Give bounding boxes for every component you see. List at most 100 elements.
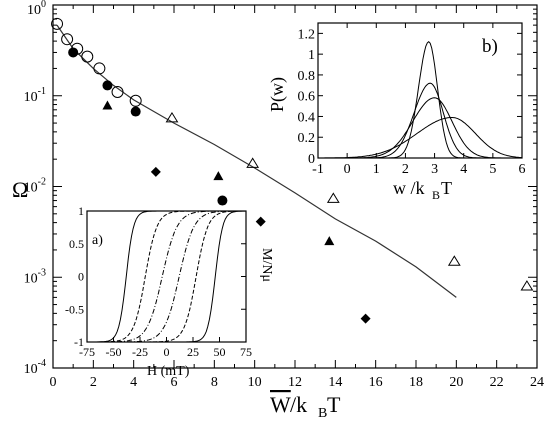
main-xtick-label: 0 <box>50 375 57 390</box>
main-xtick-label: 22 <box>490 375 504 390</box>
inset-b-xlabel-sub: B <box>432 188 440 202</box>
filled-triangle-marker <box>324 236 335 246</box>
main-ytick-label: 10-3 <box>24 267 46 286</box>
inset-b-xtick-label: 1 <box>373 162 380 177</box>
svg-text:w /k: w /k <box>393 178 425 198</box>
main-xtick-label: 14 <box>328 375 342 390</box>
main-fit-curve <box>56 24 457 298</box>
fit-curve-line <box>56 24 457 298</box>
inset-a-xtick-label: 25 <box>187 345 199 359</box>
inset-b-ytick-label: 1 <box>308 48 315 63</box>
main-ytick-label: 10-2 <box>24 177 46 196</box>
main-xtick-label: 10 <box>248 375 262 390</box>
inset-b-axis-ticks: -1 0 1 2 3 4 5 600.20.40.60.811.2 <box>298 23 526 177</box>
inset-a-curve <box>87 210 246 343</box>
open-triangle-marker <box>447 255 461 266</box>
main-xtick-label: 16 <box>369 375 383 390</box>
svg-text:B: B <box>318 406 327 421</box>
main-ylabel: Ω <box>12 177 28 202</box>
filled-diamond-marker <box>150 166 161 177</box>
inset-a-curve <box>87 210 246 343</box>
main-xtick-label: 20 <box>449 375 463 390</box>
inset-a-ytick-label: 0.5 <box>69 237 84 251</box>
svg-text:T: T <box>441 178 452 198</box>
open-triangle-marker <box>246 157 260 168</box>
main-ytick-label: 100 <box>27 0 46 18</box>
inset-b-xtick-label: 5 <box>489 162 496 177</box>
inset-b-ytick-label: 1.2 <box>298 27 316 42</box>
inset-a-xlabel: H (mT) <box>147 364 190 379</box>
inset-b-panel-label: b) <box>482 36 498 57</box>
open-triangle-marker <box>326 192 340 203</box>
main-xtick-label: 8 <box>211 375 218 390</box>
inset-a-xtick-label: -25 <box>132 345 148 359</box>
inset-a-ylabel: M/Nμ <box>259 248 274 282</box>
main-ytick-label: 10-4 <box>24 358 46 377</box>
main-xlabel-sub: B <box>318 406 327 421</box>
inset-b-ytick-label: 0.6 <box>298 90 316 105</box>
inset-b-xtick-label: 3 <box>431 162 438 177</box>
filled-circle-marker <box>217 195 228 206</box>
open-circle-marker <box>93 62 106 75</box>
main-xtick-label: 12 <box>288 375 302 390</box>
inset-b-xtick-label: 2 <box>402 162 409 177</box>
main-xtick-label: 4 <box>130 375 137 390</box>
filled-circle-marker <box>130 106 141 117</box>
filled-triangle-marker <box>102 100 113 110</box>
inset-a-xtick-label: 50 <box>214 345 226 359</box>
inset-b-xtick-label: 4 <box>460 162 467 177</box>
main-xlabel: W /k B T <box>270 392 341 421</box>
inset-a-xtick-label: -75 <box>79 345 95 359</box>
inset-b-xlabel: w /k B T <box>393 178 452 202</box>
inset-b-frame <box>317 22 523 159</box>
inset-a-ytick-label: 0 <box>78 270 84 284</box>
main-xtick-label: 2 <box>90 375 97 390</box>
inset-a-ytick-label: -0.5 <box>65 302 84 316</box>
inset-b: -1 0 1 2 3 4 5 600.20.40.60.811.2 b) P(w) w /k … <box>267 22 526 202</box>
inset-a-xtick-label: 0 <box>164 345 170 359</box>
main-xlabel-main: W <box>270 392 291 417</box>
inset-b-curve <box>318 97 522 159</box>
filled-circle-marker <box>102 80 113 91</box>
inset-a-panel-label: a) <box>92 233 103 248</box>
main-xlabel-post: T <box>327 392 341 417</box>
svg-text:T: T <box>327 392 341 417</box>
main-xtick-label: 6 <box>171 375 178 390</box>
svg-text:B: B <box>432 188 440 202</box>
inset-b-ytick-label: 0.2 <box>298 131 316 146</box>
open-circle-marker <box>51 17 64 30</box>
inset-b-xtick-label: 6 <box>519 162 526 177</box>
main-data-markers <box>51 17 534 324</box>
inset-a-xtick-label: -50 <box>106 345 122 359</box>
main-ytick-label: 10-1 <box>24 86 46 105</box>
inset-b-xlabel-post: T <box>441 178 452 198</box>
inset-b-ytick-label: 0.8 <box>298 69 316 84</box>
filled-circle-marker <box>68 47 79 58</box>
open-triangle-marker <box>520 280 534 291</box>
inset-a-ytick-label: -1 <box>74 335 84 349</box>
inset-a-xtick-label: 75 <box>240 345 252 359</box>
filled-diamond-marker <box>360 313 371 324</box>
inset-b-ylabel: P(w) <box>267 77 288 112</box>
inset-a-ytick-label: 1 <box>78 204 84 218</box>
main-xtick-label: 18 <box>409 375 423 390</box>
inset-a-curve <box>87 210 246 343</box>
open-circle-marker <box>61 33 74 46</box>
inset-b-ytick-label: 0.4 <box>298 110 316 125</box>
inset-a-axis-ticks: -75 -50 -25 0 25 50 75 -1 -0.5 0 0.5 1 <box>65 204 252 359</box>
inset-b-xtick-label: 0 <box>344 162 351 177</box>
inset-b-distribution-curves <box>318 41 523 159</box>
open-circle-marker <box>111 85 124 98</box>
svg-text:W: W <box>270 392 291 417</box>
inset-a-hysteresis-curves <box>87 210 247 343</box>
inset-b-curve <box>318 117 523 159</box>
open-triangle-marker <box>165 111 179 123</box>
inset-a: -75 -50 -25 0 25 50 75 -1 -0.5 0 0.5 1 a) H (mT) M/… <box>65 204 274 379</box>
open-circle-marker <box>81 50 94 63</box>
svg-text:/k: /k <box>290 392 307 417</box>
inset-b-ytick-label: 0 <box>308 152 315 167</box>
open-circle-marker <box>129 94 142 107</box>
filled-diamond-marker <box>255 216 266 227</box>
